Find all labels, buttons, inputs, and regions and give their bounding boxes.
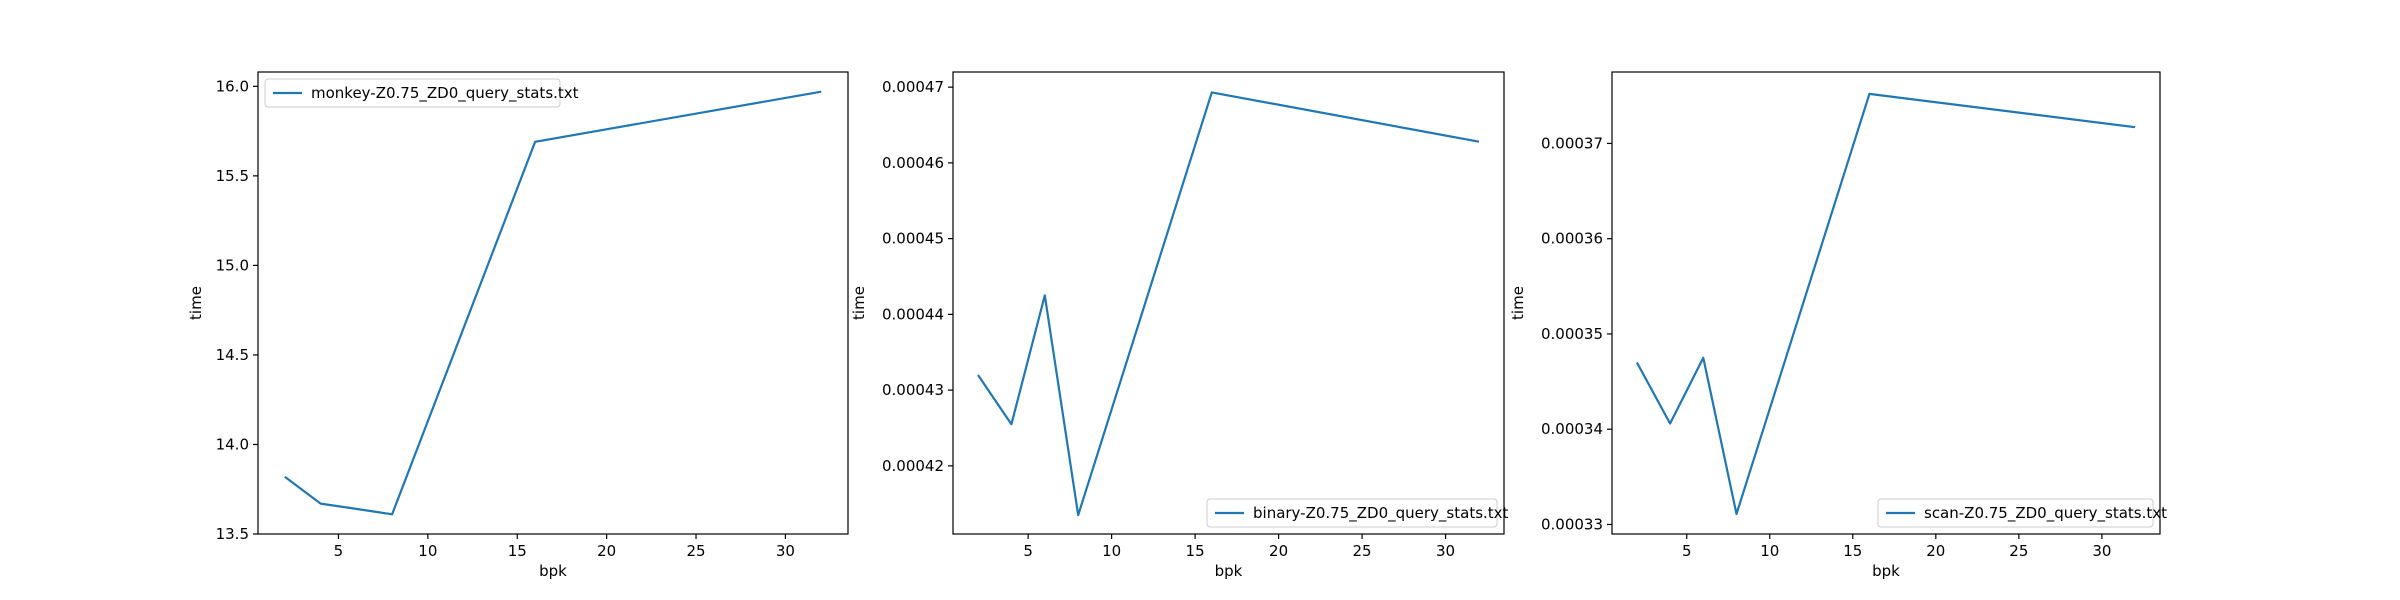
y-tick-label: 16.0: [216, 77, 249, 95]
y-tick-label: 14.5: [216, 346, 249, 364]
x-tick-label: 5: [1682, 542, 1692, 560]
x-tick-label: 5: [334, 542, 344, 560]
plot-area: [953, 72, 1504, 534]
x-tick-label: 20: [1926, 542, 1945, 560]
x-tick-label: 10: [418, 542, 437, 560]
y-axis-label: time: [850, 286, 868, 320]
y-tick-label: 0.00037: [1541, 134, 1603, 152]
axes-frame: [952, 71, 1505, 535]
y-tick-label: 0.00035: [1541, 325, 1603, 343]
x-tick-label: 20: [597, 542, 616, 560]
chart-panel-2: 5 10 15 20 25 30 0.00042 0.00043 0.00044 0.00045 0…: [850, 71, 1509, 580]
x-axis-label: bpk: [1215, 562, 1243, 580]
x-tick-label: 30: [776, 542, 795, 560]
x-tick-label: 15: [508, 542, 527, 560]
chart-panel-3: 5 10 15 20 25 30 0.00033 0.00034 0.00035 0.00036 0…: [1509, 71, 2167, 580]
x-tick-label: 10: [1102, 542, 1121, 560]
legend-label: monkey-Z0.75_ZD0_query_stats.txt: [311, 84, 579, 103]
y-tick-label: 0.00044: [882, 305, 944, 323]
y-tick-label: 0.00047: [882, 78, 944, 96]
y-tick-label: 14.0: [216, 435, 249, 453]
x-tick-label: 30: [1436, 542, 1455, 560]
y-tick-label: 13.5: [216, 525, 249, 543]
y-tick-label: 0.00042: [882, 457, 944, 475]
legend-box: [1877, 498, 2154, 528]
legend: binary-Z0.75_ZD0_query_stats.txt: [1206, 498, 1509, 528]
y-tick-label: 0.00036: [1541, 230, 1603, 248]
series-line-monkey: [284, 90, 822, 516]
x-tick-label: 15: [1186, 542, 1205, 560]
series-line-binary: [977, 91, 1480, 517]
legend-label: scan-Z0.75_ZD0_query_stats.txt: [1924, 504, 2167, 523]
y-tick-label: 0.00033: [1541, 515, 1603, 533]
y-tick-label: 15.0: [216, 256, 249, 274]
plot-area: [1612, 72, 2160, 534]
y-tick-label: 0.00045: [882, 230, 944, 248]
legend-box: [1206, 498, 1498, 528]
legend: scan-Z0.75_ZD0_query_stats.txt: [1877, 498, 2167, 528]
x-tick-label: 30: [2092, 542, 2111, 560]
x-tick-label: 10: [1760, 542, 1779, 560]
x-axis-label: bpk: [1872, 562, 1900, 580]
y-tick-label: 0.00046: [882, 154, 944, 172]
legend-box: [264, 78, 561, 108]
y-axis-label: time: [1509, 286, 1527, 320]
series-line-scan: [1635, 92, 2136, 516]
x-tick-label: 25: [2009, 542, 2028, 560]
legend: monkey-Z0.75_ZD0_query_stats.txt: [264, 78, 579, 108]
y-tick-label: 0.00034: [1541, 420, 1603, 438]
x-tick-label: 25: [686, 542, 705, 560]
x-axis-label: bpk: [539, 562, 567, 580]
legend-label: binary-Z0.75_ZD0_query_stats.txt: [1253, 504, 1509, 523]
x-tick-label: 15: [1843, 542, 1862, 560]
chart-panel-1: 5 10 15 20 25 30 13.5 14.0 14.5 15.0 15.5 16.0 bpk ti…: [187, 71, 849, 580]
x-tick-label: 25: [1353, 542, 1372, 560]
y-tick-label: 0.00043: [882, 381, 944, 399]
plot-area: [258, 72, 848, 534]
x-tick-label: 20: [1269, 542, 1288, 560]
axes-frame: [1611, 71, 2161, 535]
y-axis-label: time: [187, 286, 205, 320]
axes-frame: [257, 71, 849, 535]
x-tick-label: 5: [1023, 542, 1033, 560]
y-tick-label: 15.5: [216, 167, 249, 185]
